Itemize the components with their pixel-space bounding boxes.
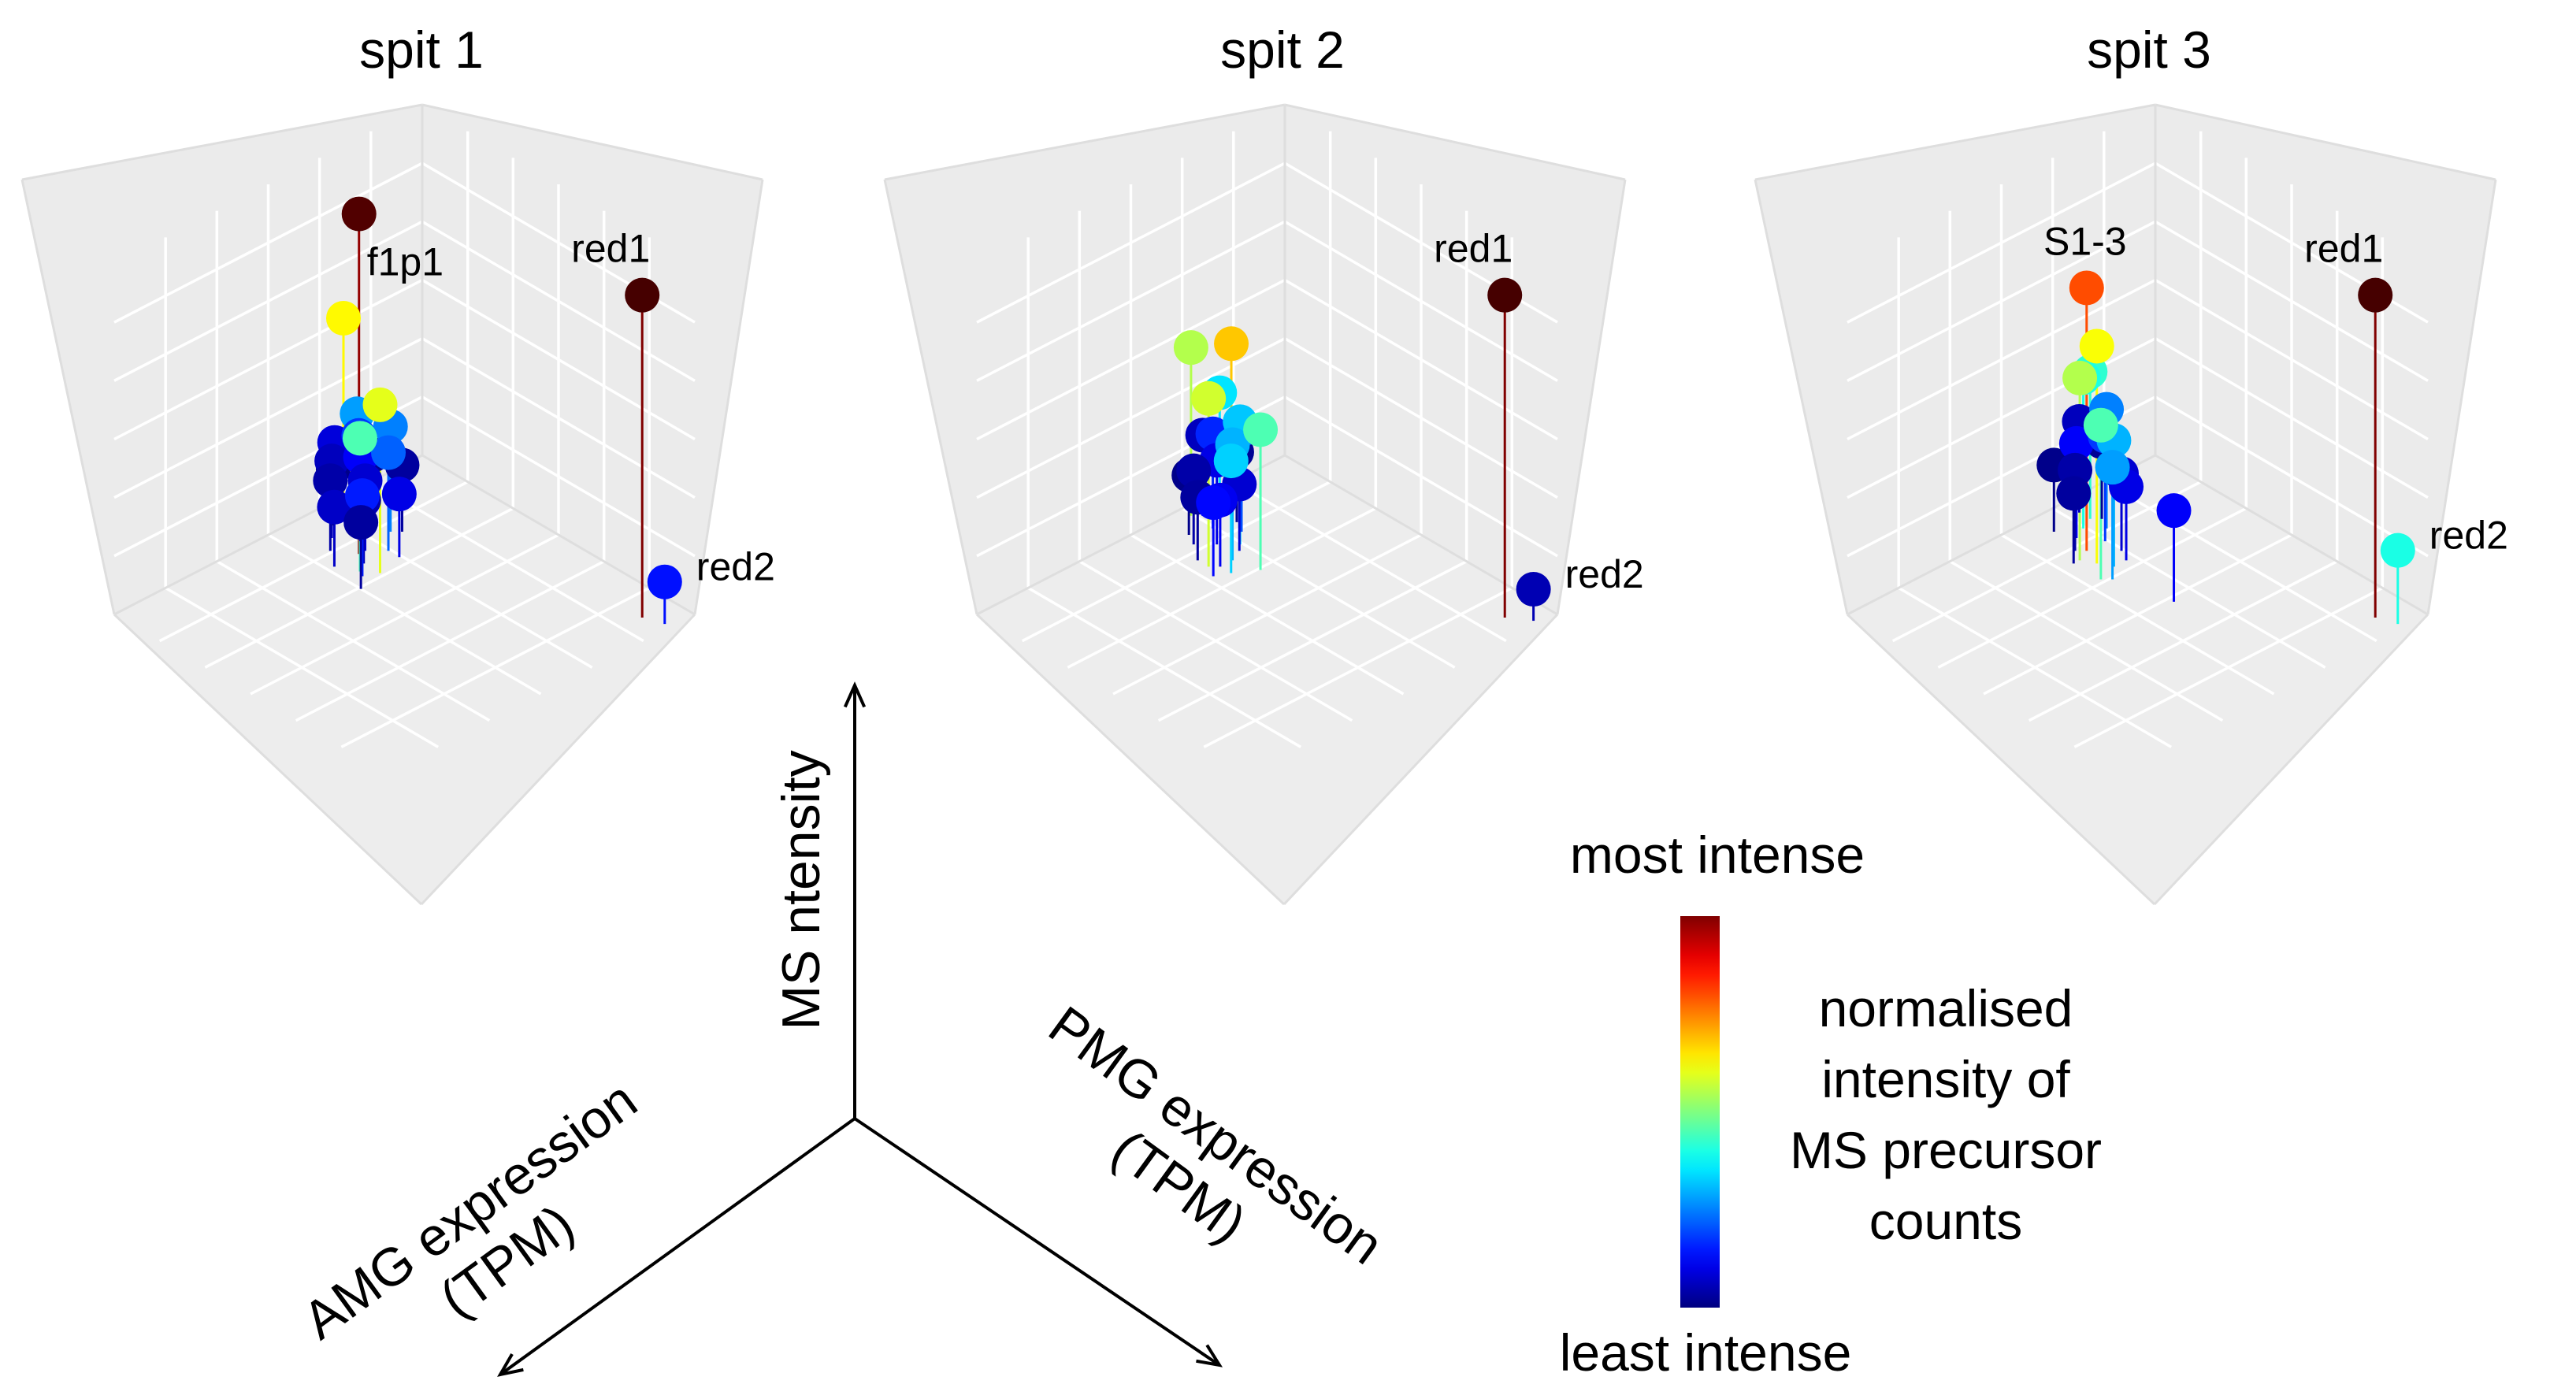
gridline: [113, 161, 423, 324]
point: [1176, 453, 1212, 488]
point: [326, 300, 361, 336]
box-edge: [1282, 613, 1559, 906]
point: [381, 477, 417, 512]
colorbar: [1680, 916, 1720, 1308]
gridline: [1847, 161, 2156, 324]
point: [317, 489, 352, 525]
point: [2069, 270, 2104, 306]
point: [2079, 328, 2114, 364]
panel-title: spit 1: [359, 20, 484, 79]
point-label: S1-3: [2043, 219, 2127, 263]
z-axis-label: MS ntensity: [771, 750, 831, 1030]
box-edge: [1556, 179, 1627, 615]
point: [1487, 277, 1523, 313]
point: [2358, 277, 2393, 313]
point: [1173, 330, 1208, 366]
box-edge: [113, 613, 423, 906]
point: [2156, 493, 2192, 529]
colorbar-legend: most intense least intense normalised inten…: [1560, 826, 2102, 1382]
point-label: red1: [571, 227, 650, 271]
box-edge: [1846, 613, 2156, 906]
point-label: red1: [2304, 227, 2383, 271]
box-edge: [2155, 454, 2429, 616]
box-edge: [420, 613, 696, 906]
left-wall: [1755, 105, 2155, 614]
point-label: red2: [696, 545, 775, 589]
box-edge: [883, 179, 978, 615]
point: [2380, 533, 2415, 568]
panel-2: spit 2 red1 red2: [883, 20, 1644, 906]
point: [344, 478, 380, 514]
point-label: red2: [2429, 514, 2508, 558]
box-edge: [1284, 454, 1558, 616]
panel-title: spit 3: [2087, 20, 2211, 79]
gridline: [2073, 586, 2384, 748]
panel-3: spit 3 S1-3 red1 red2: [1754, 20, 2508, 906]
y-axis-arrow-head: [1196, 1344, 1223, 1367]
point: [343, 505, 379, 540]
box-edge: [2426, 179, 2497, 615]
y-axis-arrow: [853, 1117, 1221, 1367]
colorbar-title-line: counts: [1869, 1192, 2022, 1250]
point-label: f1p1: [367, 240, 444, 284]
box-edge: [1284, 103, 1626, 181]
point: [1191, 380, 1227, 416]
point: [362, 387, 398, 422]
y-axis-label: PMG expression(TPM): [1001, 995, 1394, 1327]
point: [1243, 412, 1279, 447]
box-edge: [421, 103, 763, 181]
point-label: red1: [1434, 227, 1513, 271]
point: [1213, 443, 1249, 479]
point: [647, 564, 682, 599]
box-edge: [2153, 613, 2429, 906]
gridline: [976, 161, 1286, 324]
panel-1: spit 1 f1p1 red1 red2: [20, 20, 775, 906]
colorbar-title-line: intensity of: [1821, 1050, 2070, 1108]
box-edge: [975, 613, 1286, 906]
floor: [1847, 455, 2428, 904]
panel-title: spit 2: [1220, 20, 1345, 79]
colorbar-title-line: normalised: [1819, 979, 2073, 1037]
point: [1516, 572, 1551, 607]
box-edge: [1754, 103, 2156, 181]
point: [625, 277, 660, 313]
box-edge: [21, 103, 423, 181]
point: [2062, 360, 2098, 395]
box-edge: [1754, 179, 1849, 615]
point: [2056, 476, 2092, 511]
gridline: [1203, 586, 1513, 748]
box-edge: [693, 179, 764, 615]
point: [313, 463, 348, 499]
point: [2083, 407, 2118, 443]
x-axis-arrow-head: [497, 1353, 524, 1377]
box-edge: [20, 179, 116, 615]
colorbar-title-line: MS precursor: [1790, 1121, 2102, 1179]
colorbar-title: normalised intensity of MS precursor counts: [1790, 979, 2102, 1250]
point: [342, 421, 377, 456]
point: [2058, 425, 2094, 461]
x-axis-label: AMG expression(TPM): [292, 1070, 685, 1399]
point: [2095, 450, 2130, 485]
point-label: red2: [1565, 552, 1644, 596]
gridline: [340, 586, 651, 748]
point: [341, 196, 377, 232]
floor: [977, 455, 1557, 904]
point: [1214, 326, 1249, 362]
point: [1196, 485, 1231, 521]
x-axis-arrow: [499, 1117, 856, 1376]
point: [371, 435, 406, 470]
box-edge: [2155, 103, 2496, 181]
colorbar-top-label: most intense: [1570, 826, 1865, 884]
floor: [114, 455, 695, 904]
colorbar-bottom-label: least intense: [1560, 1323, 1852, 1382]
box-edge: [884, 103, 1286, 181]
z-axis-arrow-head: [843, 681, 867, 708]
